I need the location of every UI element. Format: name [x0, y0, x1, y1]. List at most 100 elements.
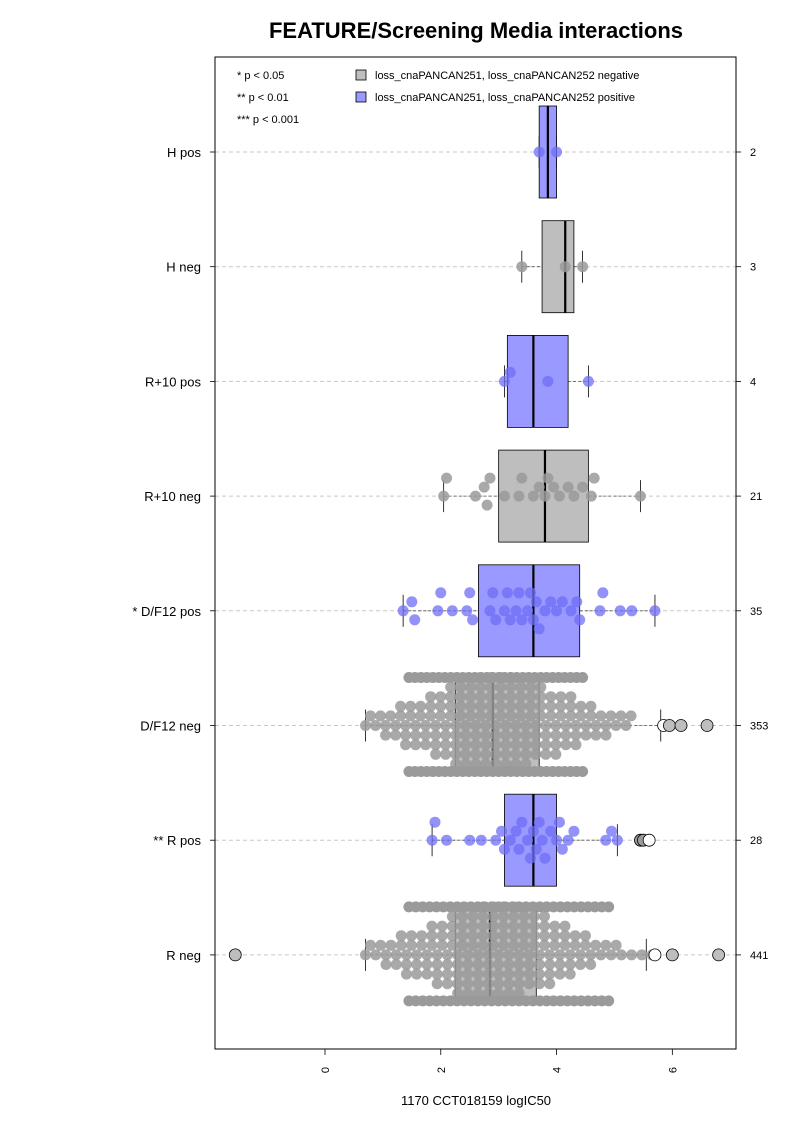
point-d-f12-neg-1 [365, 710, 377, 722]
point-r-neg-30 [436, 930, 448, 942]
point-r-neg-113 [523, 968, 535, 980]
point-r-10-neg-6 [498, 490, 510, 502]
point-r-neg-2 [370, 949, 382, 961]
point-r-neg-29 [431, 959, 443, 970]
point-d-f12-neg-36 [440, 729, 452, 741]
point-d-f12-neg-129 [545, 700, 557, 712]
point-r-neg-114 [528, 920, 540, 932]
point-d-f12-neg-42 [450, 720, 462, 731]
point-d-f12-neg-144 [560, 739, 572, 751]
point-d-f12-neg-34 [440, 720, 452, 731]
outlier-r-neg-3 [712, 948, 726, 962]
point-r-neg-47 [457, 920, 469, 932]
point-d-f12-pos-8 [467, 614, 479, 626]
point-d-f12-neg-160 [600, 729, 612, 741]
point-r-10-neg-10 [533, 481, 545, 493]
point-r-neg-43 [457, 939, 469, 951]
point-r-10-neg-19 [588, 472, 600, 484]
point-r-neg-72 [482, 959, 494, 970]
point-r-neg-28 [436, 939, 448, 951]
point-r-neg-77 [487, 911, 499, 922]
point-r-neg-19 [416, 930, 428, 942]
point-d-f12-neg-93 [505, 700, 517, 712]
legend-label-negative: loss_cnaPANCAN251, loss_cnaPANCAN252 neg… [375, 70, 639, 82]
point-d-f12-pos-33 [626, 605, 638, 617]
point-r-pos-14 [527, 825, 539, 837]
point-d-f12-neg-39 [445, 691, 457, 703]
point-d-f12-neg-153 [580, 729, 592, 741]
chart-title: FEATURE/Screening Media interactions [269, 18, 683, 43]
point-d-f12-neg-18 [410, 729, 422, 741]
point-r-neg-33 [431, 978, 443, 990]
point-r-neg-81 [498, 939, 510, 951]
point-r-neg-76 [482, 978, 494, 990]
point-d-f12-neg-83 [495, 700, 507, 712]
point-r-neg-148 [590, 939, 602, 951]
point-r-neg-150 [595, 949, 607, 961]
point-d-f12-neg-150 [570, 739, 582, 751]
point-r-neg-51 [462, 949, 474, 961]
point-d-f12-pos-23 [539, 605, 551, 617]
point-r-10-neg-3 [478, 481, 490, 493]
point-d-f12-neg-123 [535, 691, 547, 703]
point-r-neg-101 [518, 939, 530, 951]
point-r-10-neg-9 [527, 490, 539, 502]
point-d-f12-neg-60 [470, 720, 482, 731]
point-r-10-neg-5 [484, 472, 496, 484]
point-r-neg-60 [472, 949, 484, 961]
point-h-neg-1 [559, 261, 571, 273]
point-r-neg-58 [467, 911, 479, 922]
point-d-f12-neg-105 [515, 691, 527, 703]
point-r-pos-1 [429, 816, 441, 828]
point-d-f12-neg-72 [480, 729, 492, 741]
point-r-neg-13 [400, 959, 412, 970]
group-label-d-f12-neg: D/F12 neg [140, 719, 201, 734]
point-d-f12-neg-85 [495, 691, 507, 703]
point-d-f12-neg-44 [450, 729, 462, 741]
point-d-f12-neg-14 [405, 700, 417, 712]
point-r-pos-0 [426, 834, 438, 846]
point-r-neg-128 [549, 930, 561, 942]
point-r-neg-71 [487, 939, 499, 951]
point-d-f12-neg-90 [500, 720, 512, 731]
point-r-neg-75 [487, 920, 499, 932]
point-h-neg-2 [577, 261, 589, 273]
point-r-10-neg-8 [516, 472, 528, 484]
point-d-f12-neg-10 [395, 700, 407, 712]
point-d-f12-neg-92 [500, 729, 512, 741]
point-h-neg-0 [516, 261, 528, 273]
point-d-f12-neg-118 [530, 720, 542, 731]
point-r-neg-136 [554, 968, 566, 980]
point-r-neg-107 [518, 911, 530, 922]
point-d-f12-neg-147 [575, 710, 587, 722]
point-d-f12-pos-6 [461, 605, 473, 617]
point-d-f12-neg-61 [475, 710, 487, 722]
point-r-neg-109 [523, 949, 535, 961]
plot-frame [214, 56, 737, 1050]
point-r-neg-11 [400, 949, 412, 961]
x-tick-label-1: 2 [436, 1067, 448, 1073]
point-r-neg-108 [513, 987, 525, 999]
point-d-f12-pos-27 [565, 605, 577, 617]
group-n-h-neg: 3 [750, 262, 756, 274]
point-d-f12-neg-45 [455, 700, 467, 712]
point-d-f12-neg-148 [570, 729, 582, 741]
point-d-f12-pos-9 [484, 605, 496, 617]
point-d-f12-pos-24 [545, 596, 557, 608]
point-r-neg-25 [421, 968, 433, 980]
point-r-pos-15 [530, 843, 542, 855]
point-d-f12-pos-28 [571, 596, 583, 608]
point-d-f12-neg-70 [480, 720, 492, 731]
point-r-10-neg-16 [568, 490, 580, 502]
group-n-h-pos: 2 [750, 147, 756, 159]
point-d-f12-neg-149 [575, 700, 587, 712]
point-r-neg-155 [626, 949, 638, 961]
point-d-f12-neg-73 [485, 700, 497, 712]
box-layer [365, 105, 662, 1002]
point-r-neg-91 [508, 939, 520, 951]
point-r-neg-band-top-29 [603, 901, 615, 913]
point-d-f12-neg-114 [525, 691, 537, 703]
sig-legend-2: ** p < 0.01 [237, 92, 289, 104]
point-r-neg-31 [431, 968, 443, 980]
